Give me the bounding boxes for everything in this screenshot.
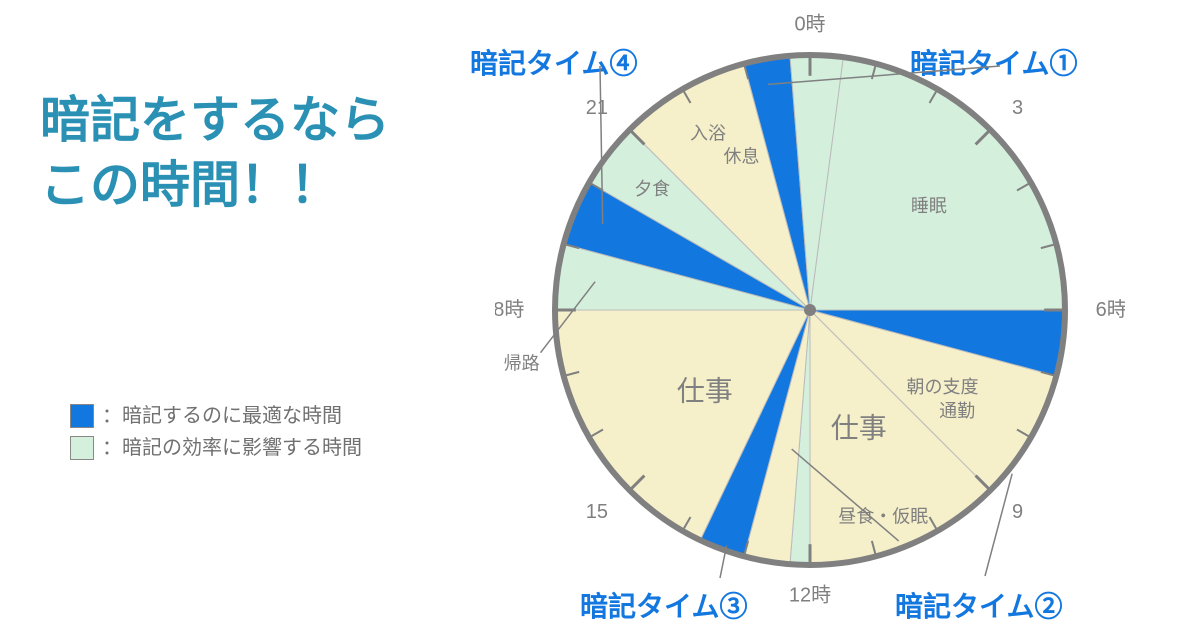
- annotation-leader: [600, 66, 603, 224]
- annotation-lines: [0, 0, 1200, 630]
- annotation-leader: [768, 66, 1000, 84]
- annotation-leader: [985, 474, 1012, 576]
- annotation-leader: [720, 546, 727, 578]
